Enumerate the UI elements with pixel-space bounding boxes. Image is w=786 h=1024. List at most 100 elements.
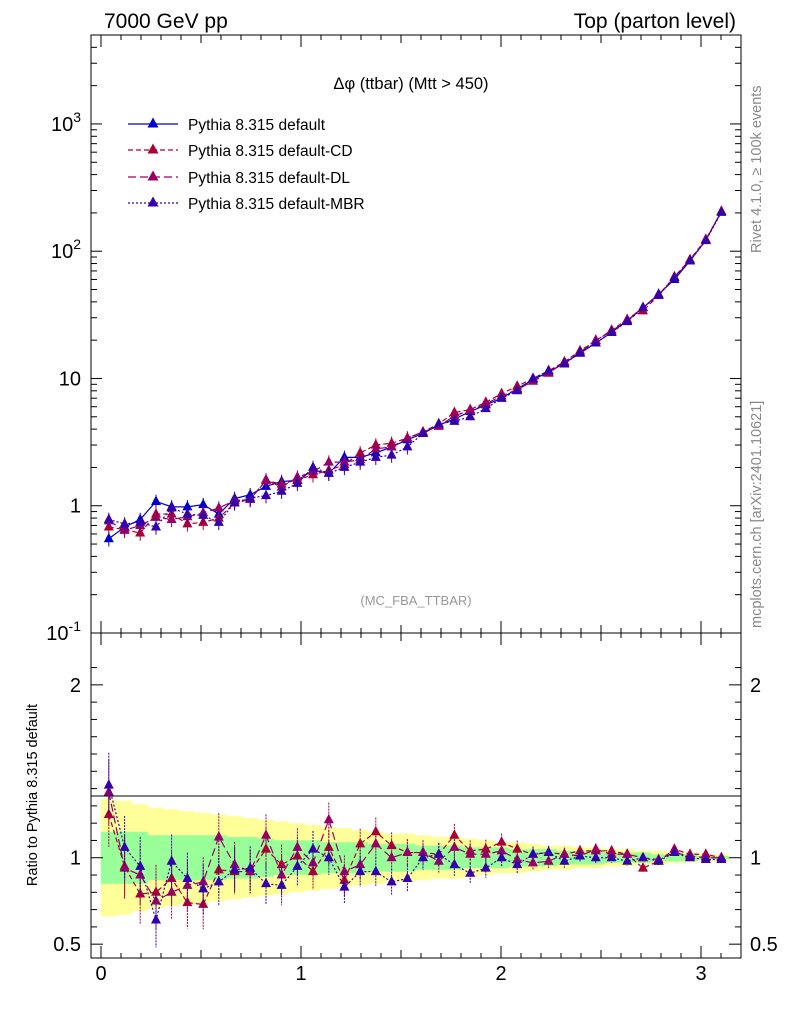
main-point [229, 496, 240, 507]
main-point [151, 511, 161, 521]
main-point [496, 392, 507, 402]
legend: Pythia 8.315 default Pythia 8.315 defaul… [128, 117, 365, 213]
main-point [465, 410, 476, 421]
main-point [669, 271, 680, 282]
main-ytick-label: 102 [51, 236, 81, 263]
main-point [418, 427, 428, 437]
ratio-point [606, 851, 617, 862]
ratio-series-line [108, 814, 722, 906]
legend-entry-cd: Pythia 8.315 default-CD [128, 143, 353, 160]
main-point [339, 461, 350, 471]
main-point [465, 404, 476, 415]
main-point [575, 346, 585, 356]
main-point [370, 442, 381, 453]
main-point [386, 449, 397, 459]
legend-entry-dl: Pythia 8.315 default-DL [128, 170, 350, 187]
main-point [103, 513, 114, 523]
ratio-point [308, 843, 318, 853]
ratio-point [575, 844, 585, 855]
ratio-point [323, 813, 334, 824]
ratio-point [480, 862, 491, 872]
ratio-point [543, 855, 554, 865]
ratio-point [213, 830, 224, 841]
legend-entry-mbr: Pythia 8.315 default-MBR [128, 196, 365, 213]
main-point [308, 461, 318, 471]
legend-entry-default: Pythia 8.315 default [128, 117, 326, 134]
main-point [606, 326, 617, 336]
ratio-point [261, 877, 271, 888]
xtick-label: 1 [295, 963, 306, 985]
ratio-series-line [108, 791, 722, 902]
main-point [166, 501, 177, 512]
main-point [543, 364, 554, 375]
main-series-line [108, 211, 722, 540]
ratio-point [103, 779, 114, 789]
ratio-point [323, 841, 334, 851]
ratio-point [386, 851, 397, 862]
legend-label-dl: Pythia 8.315 default-DL [188, 170, 350, 187]
main-point [198, 509, 209, 519]
ratio-point [480, 848, 491, 858]
ratio-point [166, 886, 177, 896]
main-point [261, 489, 271, 500]
legend-label-cd: Pythia 8.315 default-CD [188, 143, 353, 160]
ratio-point [685, 851, 695, 862]
main-point [213, 501, 224, 512]
main-point [245, 492, 256, 502]
ratio-point [119, 841, 130, 851]
xtick-label: 3 [695, 963, 706, 985]
main-point [151, 495, 161, 505]
ratio-point [339, 865, 350, 876]
ratio-ytick-label: 2 [70, 675, 81, 697]
ratio-point [166, 855, 177, 865]
main-point [119, 517, 130, 528]
main-point [213, 516, 224, 526]
ratio-point [512, 843, 523, 853]
main-point [198, 498, 209, 509]
ratio-point [355, 865, 366, 876]
main-point [182, 508, 193, 518]
main-point [528, 372, 538, 382]
ratio-point [543, 846, 554, 857]
main-point [638, 301, 648, 312]
main-ytick-label: 1 [70, 496, 81, 518]
ratio-point [229, 863, 240, 874]
main-point [653, 289, 664, 299]
ratio-point [402, 872, 413, 882]
ratio-point [276, 879, 287, 889]
ratio-point [386, 875, 397, 886]
main-point [151, 521, 161, 531]
main-series-3 [103, 206, 727, 535]
main-point [261, 473, 271, 484]
ratio-point [339, 881, 350, 891]
ratio-ytick-label-right: 0.5 [750, 934, 778, 956]
ratio-point [370, 865, 381, 876]
ratio-point [119, 862, 130, 872]
ratio-ytick-label: 1 [70, 848, 81, 870]
main-point [386, 440, 397, 451]
main-point [355, 456, 366, 466]
ratio-point [276, 858, 287, 869]
ratio-point [261, 829, 271, 839]
main-series-line [108, 211, 722, 532]
plot-title: Δφ (ttbar) (Mtt > 450) [333, 75, 488, 93]
ratio-point [276, 869, 287, 879]
main-point [449, 409, 460, 420]
main-point [370, 451, 381, 461]
ratio-point [559, 848, 570, 858]
rivet-label: Rivet 4.1.0, ≥ 100k events [749, 85, 765, 253]
ratio-point [402, 846, 413, 857]
main-point [559, 357, 570, 368]
ratio-frame [90, 632, 742, 959]
ratio-point [496, 836, 507, 846]
ratio-point [449, 829, 460, 839]
main-point [700, 234, 711, 245]
main-point [402, 440, 413, 451]
main-ytick-label: 10 [59, 368, 81, 390]
ratio-point [292, 841, 303, 851]
ratio-point [528, 848, 538, 858]
ratio-point [449, 841, 460, 851]
main-point [449, 415, 460, 425]
ratio-series-line [108, 784, 722, 923]
